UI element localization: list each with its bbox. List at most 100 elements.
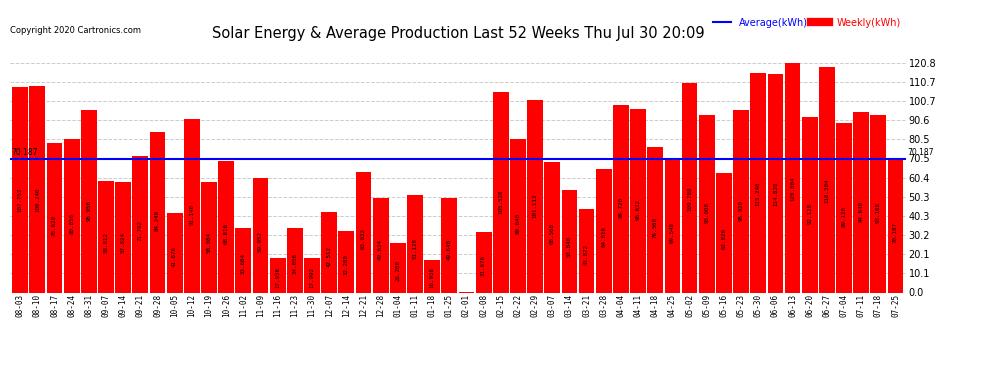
Bar [613,105,629,292]
Text: 76.360: 76.360 [652,217,657,238]
Text: 32.280: 32.280 [344,254,348,275]
Bar [647,147,663,292]
Text: 58.084: 58.084 [207,232,212,253]
Text: 93.168: 93.168 [876,202,881,223]
Bar [339,231,354,292]
Bar [561,190,577,292]
Bar [98,181,114,292]
Text: 94.640: 94.640 [858,201,863,222]
Text: 62.820: 62.820 [722,228,727,249]
Bar [631,108,646,292]
Text: 68.568: 68.568 [549,223,554,244]
Bar [218,162,234,292]
Bar [184,119,200,292]
Bar [734,110,749,292]
Bar [355,172,371,292]
Text: 64.816: 64.816 [601,226,606,248]
Text: 43.872: 43.872 [584,244,589,266]
Bar [785,63,801,292]
Text: 69.548: 69.548 [670,222,675,243]
Text: 95.956: 95.956 [86,200,91,221]
Text: 63.032: 63.032 [361,228,366,249]
Bar [133,156,148,292]
Text: 80.856: 80.856 [69,213,74,234]
Bar [373,198,388,292]
Text: 31.676: 31.676 [481,255,486,276]
Text: 107.752: 107.752 [18,188,23,212]
Text: 16.936: 16.936 [430,267,435,288]
Bar [47,143,62,292]
Text: 105.528: 105.528 [498,190,503,214]
Bar [12,87,28,292]
Bar [767,74,783,292]
Text: 49.648: 49.648 [446,240,451,261]
Text: 49.624: 49.624 [378,240,383,261]
Bar [390,243,406,292]
Text: 57.824: 57.824 [121,232,126,254]
Text: 78.620: 78.620 [52,214,57,236]
Text: 92.128: 92.128 [807,203,812,224]
Bar [750,73,766,292]
Bar [596,169,612,292]
Title: Solar Energy & Average Production Last 52 Weeks Thu Jul 30 20:09: Solar Energy & Average Production Last 5… [212,26,704,41]
Bar [407,195,423,292]
Bar [252,178,268,292]
Text: 42.512: 42.512 [327,246,332,267]
Text: 80.640: 80.640 [516,213,521,234]
Text: 70.187: 70.187 [908,148,935,157]
Text: 95.920: 95.920 [739,200,743,221]
Text: 17.936: 17.936 [275,267,280,288]
Text: 59.952: 59.952 [258,231,263,252]
Text: 98.720: 98.720 [619,197,624,218]
Bar [321,211,337,292]
Text: 58.612: 58.612 [104,232,109,253]
Bar [682,84,698,292]
Bar [30,86,46,292]
Bar [699,116,715,292]
Bar [166,213,182,292]
Bar [870,115,886,292]
Text: Copyright 2020 Cartronics.com: Copyright 2020 Cartronics.com [10,26,141,35]
Text: 53.840: 53.840 [567,236,572,257]
Bar [716,173,732,292]
Legend: Average(kWh), Weekly(kWh): Average(kWh), Weekly(kWh) [713,18,901,28]
Bar [115,182,131,292]
Text: 71.792: 71.792 [138,220,143,242]
Text: 91.140: 91.140 [189,204,194,225]
Text: 41.876: 41.876 [172,246,177,267]
Bar [81,110,97,292]
Text: 89.120: 89.120 [842,206,846,226]
Bar [304,258,320,292]
Bar [837,123,852,292]
Text: 33.684: 33.684 [241,253,246,274]
Bar [149,132,165,292]
Bar [269,258,285,292]
Bar [819,67,835,292]
Bar [579,209,595,292]
Bar [425,260,440,292]
Text: 17.992: 17.992 [310,267,315,288]
Text: 68.816: 68.816 [224,223,229,244]
Bar [888,159,904,292]
Text: 84.240: 84.240 [155,210,160,231]
Bar [201,182,217,292]
Bar [802,117,818,292]
Text: 101.112: 101.112 [533,194,538,218]
Bar [287,228,303,292]
Text: 118.304: 118.304 [825,179,830,203]
Bar [544,162,560,292]
Bar [236,228,251,292]
Bar [510,139,526,292]
Text: 51.128: 51.128 [413,238,418,259]
Bar [493,92,509,292]
Text: 70.187: 70.187 [893,222,898,243]
Text: 34.056: 34.056 [292,253,297,274]
Bar [664,160,680,292]
Text: 93.008: 93.008 [704,202,709,223]
Bar [476,232,491,292]
Text: 109.788: 109.788 [687,186,692,211]
Bar [528,100,543,292]
Text: 115.240: 115.240 [755,182,760,206]
Text: 120.804: 120.804 [790,177,795,201]
Text: 96.632: 96.632 [636,199,641,220]
